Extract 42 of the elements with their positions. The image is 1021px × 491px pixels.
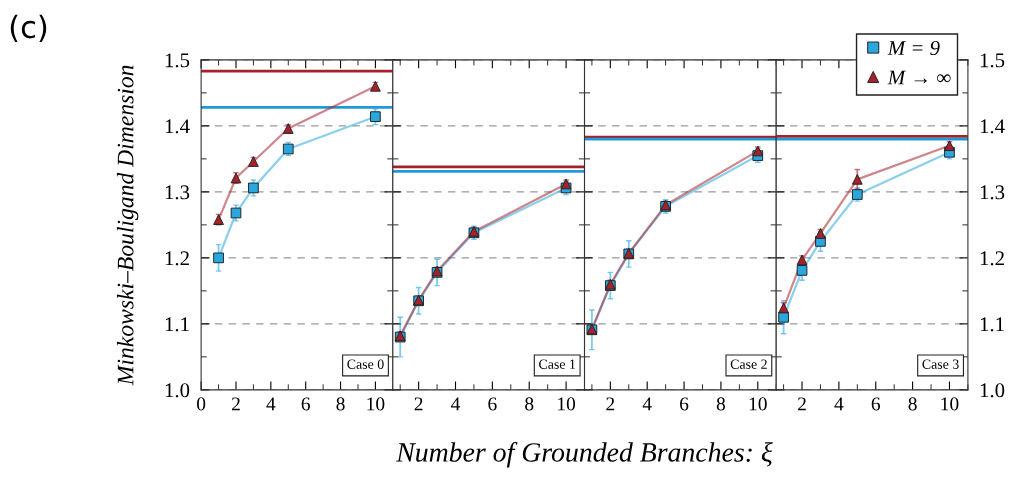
annotation: Case 0 [347, 359, 384, 369]
annotation: Case 2 [730, 359, 767, 369]
annotation: Case 3 [922, 359, 959, 369]
x-tick-label: 6 [301, 397, 310, 411]
y-tick-label: 1.5 [165, 53, 190, 68]
x-tick-label: 4 [266, 397, 276, 411]
x-tick-label: 10 [367, 397, 385, 411]
y-tick-label: 1.1 [165, 317, 189, 332]
x-tick-label: 10 [558, 397, 576, 411]
y-tick-label: 1.3 [980, 185, 1005, 200]
legend-label: M = 9 [887, 41, 940, 56]
x-tick-label: 4 [451, 397, 461, 411]
annotation: Case 1 [539, 359, 576, 369]
x-tick-label: 4 [834, 397, 844, 411]
x-tick-label: 2 [606, 397, 615, 411]
y-tick-label: 1.4 [980, 119, 1005, 134]
x-tick-label: 8 [908, 397, 917, 411]
x-tick-label: 6 [871, 397, 881, 411]
x-tick-label: 10 [941, 397, 959, 411]
y-axis-title: Minkowski–Bouligand Dimension [116, 65, 139, 386]
x-tick-label: 4 [642, 397, 652, 411]
x-tick-label: 2 [414, 397, 423, 411]
text: (c) [10, 14, 47, 42]
y-tick-label: 1.2 [980, 251, 1004, 266]
x-tick-label: 6 [680, 397, 689, 411]
y-tick-label: 1.2 [165, 251, 189, 266]
x-tick-label: 2 [231, 397, 240, 411]
y-tick-label: 1.0 [980, 383, 1005, 398]
legend-label: M → ∞ [887, 70, 951, 85]
x-tick-label: 0 [197, 397, 206, 411]
x-tick-label: 8 [336, 397, 345, 411]
y-tick-label: 1.5 [980, 53, 1005, 68]
y-tick-label: 1.3 [165, 185, 190, 200]
x-axis-title: Number of Grounded Branches: ξ [396, 441, 773, 468]
x-tick-label: 2 [798, 397, 806, 411]
x-tick-label: 10 [749, 397, 767, 411]
x-tick-label: 8 [525, 397, 534, 411]
x-tick-label: 8 [716, 397, 726, 411]
y-tick-label: 1.4 [165, 119, 190, 134]
y-tick-label: 1.1 [980, 317, 1004, 332]
x-tick-label: 6 [488, 397, 497, 411]
y-tick-label: 1.0 [165, 383, 190, 398]
